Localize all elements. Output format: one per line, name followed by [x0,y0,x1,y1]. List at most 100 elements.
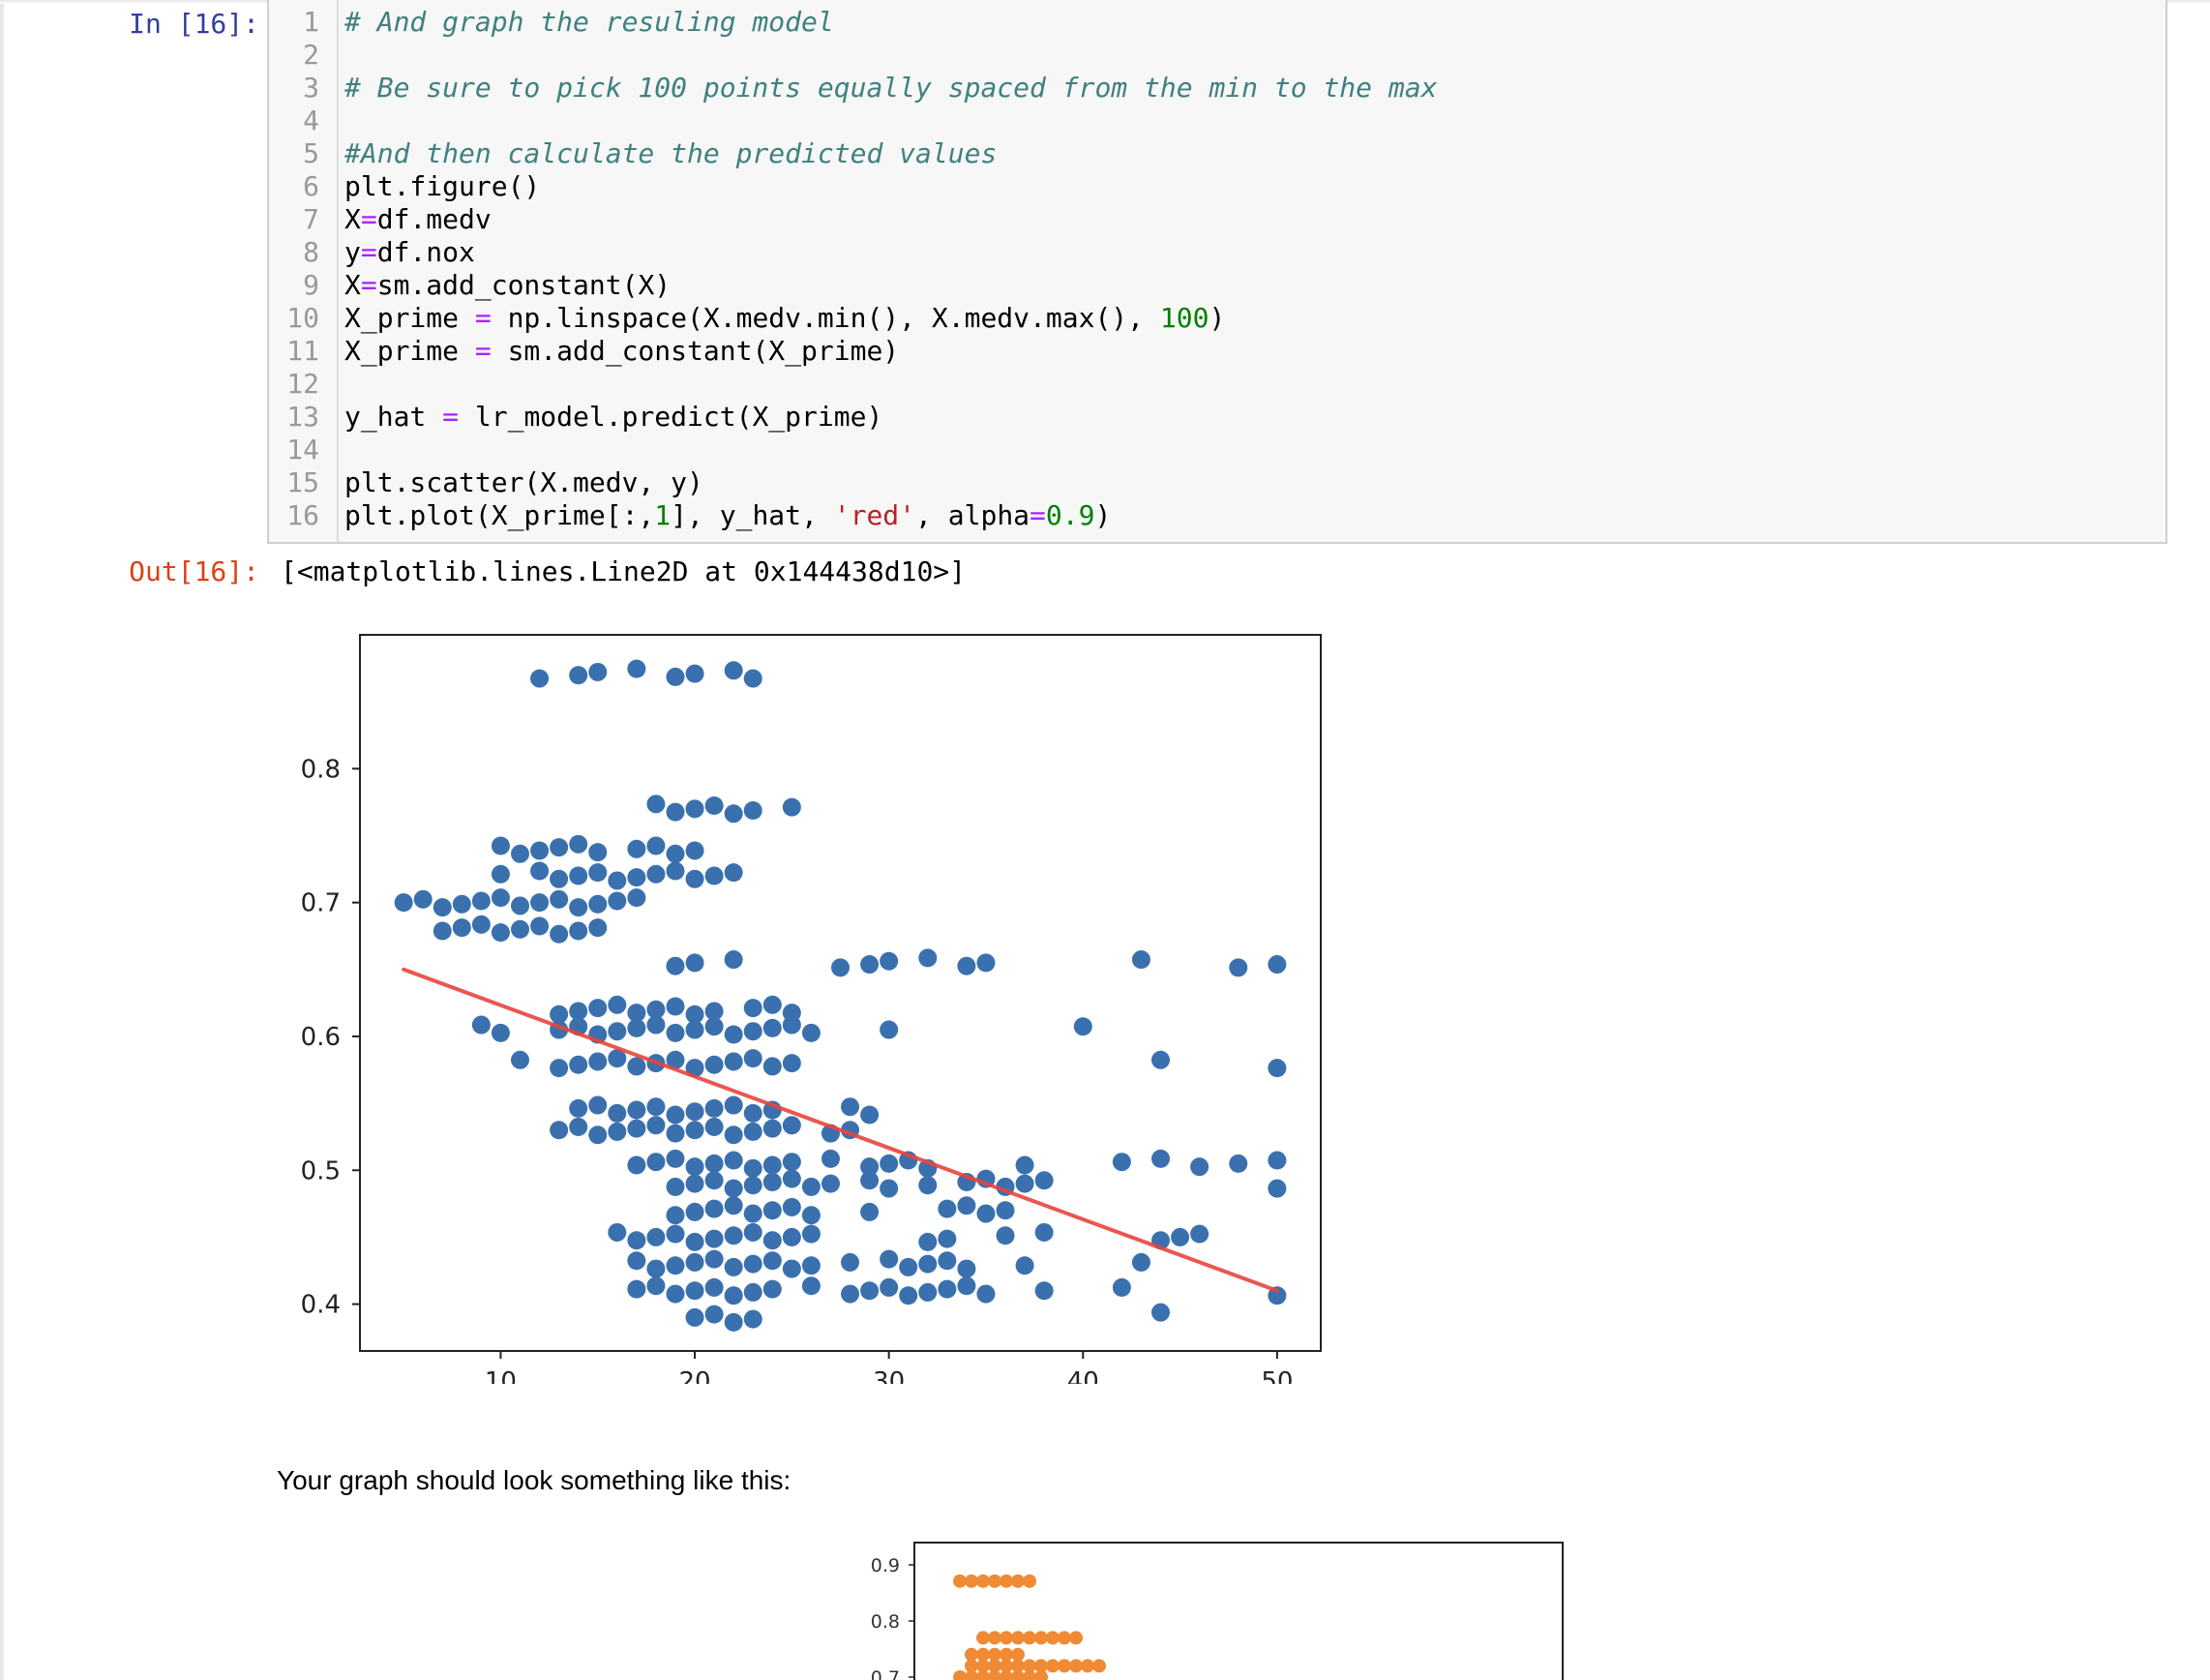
data-point [860,1281,880,1301]
data-point [704,1154,724,1173]
data-point [685,953,704,973]
data-point [1268,1151,1287,1170]
data-point [646,1097,666,1117]
data-point [841,1097,860,1117]
code-token: y [344,236,361,268]
x-tick-label: 10 [485,1367,517,1384]
data-point [569,1098,588,1118]
data-point [646,836,666,855]
data-point [627,1279,646,1299]
reference-data-point [953,1574,967,1588]
code-cell-editor[interactable]: 1 # And graph the resuling model 2 3 # Be su… [267,0,2167,544]
data-point [899,1286,918,1305]
data-point [608,871,627,890]
code-token: np.linspace(X.medv.min(), X.medv.max(), [491,302,1160,334]
data-point [666,997,685,1016]
data-point [1190,1224,1210,1244]
data-point [724,863,743,883]
data-point [743,669,762,688]
code-token: 100 [1159,302,1210,334]
reference-y-tick-label: 0.9 [871,1555,900,1576]
input-prompt: In [16]: [129,8,259,40]
data-point [801,1206,821,1225]
data-point [550,924,569,944]
x-tick-label: 20 [678,1367,710,1384]
code-token: X_prime [344,335,475,367]
data-point [957,956,976,975]
data-point [841,1284,860,1304]
data-point [666,1149,685,1168]
reference-data-point [988,1670,1001,1680]
data-point [724,1257,743,1276]
data-point [880,1020,899,1039]
data-point [918,948,938,968]
data-point [666,956,685,975]
data-point [918,1176,938,1195]
data-point [608,995,627,1014]
data-point [569,1055,588,1074]
data-point [821,1174,840,1193]
data-point [627,868,646,887]
data-point [1229,958,1248,977]
data-point [1015,1174,1034,1193]
data-point [743,1049,762,1068]
y-tick-label: 0.8 [301,755,341,784]
data-point [957,1196,976,1215]
reference-data-point [1034,1659,1048,1673]
data-point [588,894,608,914]
data-point [1229,1154,1248,1173]
data-point [724,1312,743,1332]
data-point [724,1226,743,1245]
code-line: X=sm.add_constant(X) [344,269,671,302]
data-point [530,669,550,688]
reference-data-point [988,1647,1001,1662]
data-point [646,1227,666,1246]
line-number: 6 [303,170,319,202]
line-number: 1 [303,6,319,38]
data-point [627,888,646,908]
data-point [976,953,996,973]
data-point [1151,1149,1170,1168]
data-point [704,1017,724,1036]
code-line: # Be sure to pick 100 points equally spa… [344,72,1437,105]
data-point [685,1102,704,1122]
data-point [782,1197,801,1216]
data-point [627,1100,646,1120]
data-point [724,1179,743,1198]
fit-line [402,967,1279,1293]
scatter-points [394,659,1287,1332]
data-point [801,1177,821,1196]
code-token: 0.9 [1045,499,1095,531]
code-token: X_prime [344,302,475,334]
data-point [685,1252,704,1272]
code-line: plt.plot(X_prime[:,1], y_hat, 'red', alp… [344,499,1111,532]
data-point [1151,1303,1170,1322]
data-point [685,1020,704,1039]
data-point [550,838,569,857]
code-token: # And graph the resuling model [344,6,834,38]
reference-scatter-points [953,1574,1106,1680]
data-point [666,1206,685,1225]
data-point [511,896,529,915]
data-point [724,950,743,970]
data-point [646,1259,666,1278]
data-point [666,1124,685,1143]
data-point [666,1284,685,1304]
data-point [801,1276,821,1296]
code-token: ], y_hat, [671,499,834,531]
data-point [782,797,801,817]
data-point [743,1222,762,1242]
reference-data-point [965,1659,978,1673]
code-token: y_hat [344,401,443,433]
data-point [646,864,666,884]
reference-y-tick-label: 0.7 [871,1667,900,1680]
line-number: 16 [286,499,319,531]
data-point [588,863,608,883]
code-token: = [360,203,377,235]
code-line: #And then calculate the predicted values [344,137,997,170]
data-point [646,1116,666,1135]
data-point [801,1224,821,1244]
data-point [452,918,471,938]
reference-data-point [1069,1631,1083,1645]
code-line: X=df.medv [344,203,492,236]
